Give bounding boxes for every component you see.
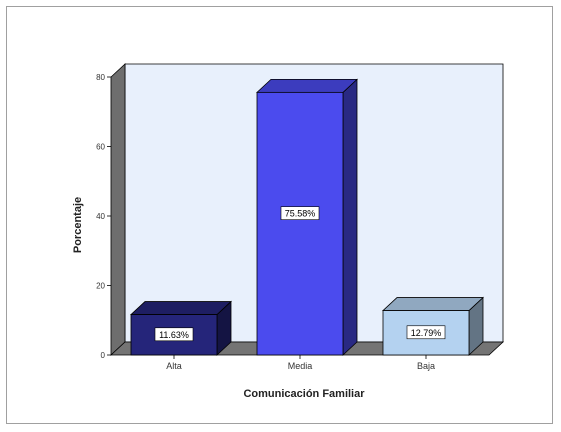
bars: 11.63% 75.58% 12.79% <box>129 78 485 356</box>
bar-top <box>129 301 233 315</box>
bar-media: 75.58% <box>255 78 359 356</box>
x-tick-label: Alta <box>166 361 182 371</box>
y-tick-label: 20 <box>96 282 105 291</box>
chart-frame: 0 20 40 60 80 11.63% 75.58% 12.79% Alta Media Ba… <box>6 6 553 424</box>
y-axis-title: Porcentaje <box>72 197 84 253</box>
bar-top <box>381 297 485 311</box>
data-label-box <box>406 325 446 340</box>
y-tick-label: 60 <box>96 143 105 152</box>
x-tick-label: Media <box>288 361 313 371</box>
data-label: 11.63% <box>159 330 189 340</box>
x-axis-ticks: Alta Media Baja <box>166 355 435 371</box>
x-tick-label: Baja <box>417 361 435 371</box>
x-axis-title: Comunicación Familiar <box>243 388 365 400</box>
data-label-box <box>280 206 320 220</box>
data-label: 75.58% <box>285 209 316 219</box>
bar-side <box>342 78 358 356</box>
y-tick-label: 0 <box>101 351 106 360</box>
bar-top <box>255 78 359 93</box>
y-axis-ticks: 0 20 40 60 80 <box>96 73 111 360</box>
side-wall <box>110 63 126 356</box>
data-label-box <box>154 327 194 342</box>
data-label: 12.79% <box>411 328 442 338</box>
y-tick-label: 40 <box>96 212 105 221</box>
y-tick-label: 80 <box>96 73 105 82</box>
bar-front <box>256 91 344 356</box>
bar-chart: 0 20 40 60 80 11.63% 75.58% 12.79% Alta Media Ba… <box>72 63 505 400</box>
bar-alta: 11.63% <box>129 300 233 356</box>
bar-baja: 12.79% <box>381 296 485 356</box>
